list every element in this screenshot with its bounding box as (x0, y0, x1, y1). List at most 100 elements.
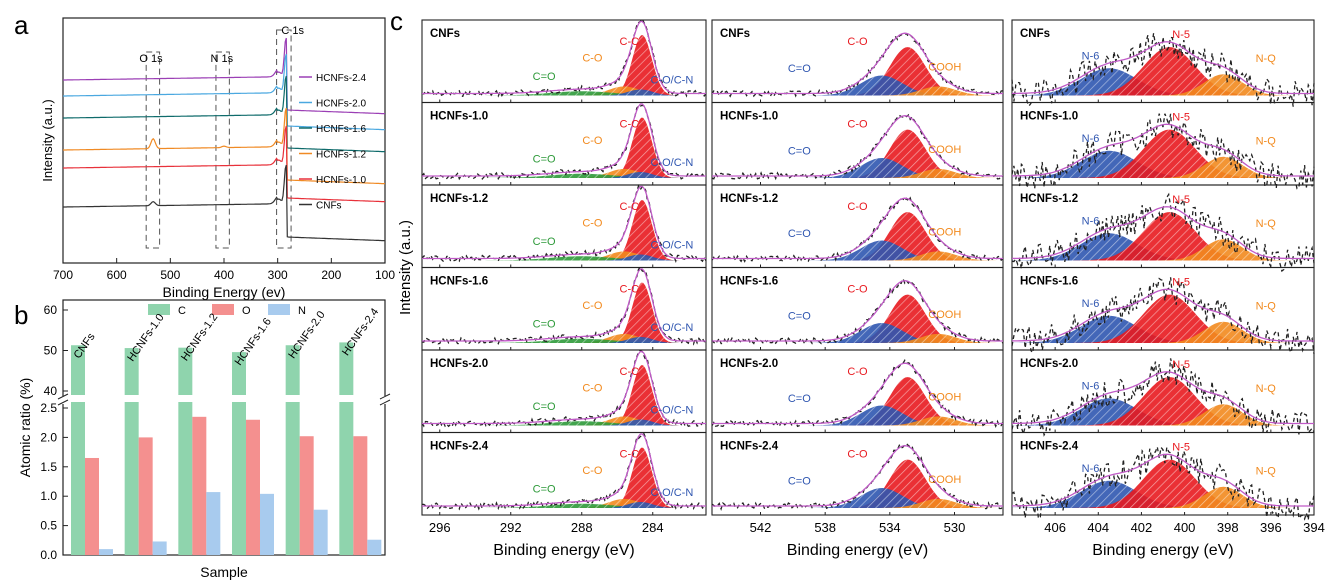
panel-letter-a: a (14, 10, 29, 40)
component-label: C-O (582, 135, 603, 147)
raw-data-line (1011, 358, 1315, 437)
series-line-2 (63, 75, 385, 153)
bar-C (124, 348, 139, 395)
envelope-line (1012, 288, 1314, 342)
envelope-line (422, 103, 706, 177)
peak-box (215, 51, 230, 249)
peak-label: O 1s (139, 53, 163, 65)
sample-label: HCNFs-2.4 (720, 441, 779, 453)
bar-O (299, 436, 314, 555)
subplot-frame (711, 431, 1004, 516)
component-hatch (1012, 212, 1314, 261)
subplot-2-3: HCNFs-1.6 N-6 N-5 N-Q (1011, 266, 1315, 355)
component-label: C-C (620, 118, 640, 130)
category-label: HCNFs-2.0 (286, 309, 327, 361)
legend-label: O (242, 305, 251, 317)
category-label: HCNFs-1.6 (233, 316, 274, 368)
bar-O (138, 437, 153, 555)
envelope-line (712, 115, 1003, 177)
bar-O (85, 457, 99, 555)
x-tick-label: 530 (944, 520, 966, 535)
component-label: N-6 (1082, 51, 1100, 63)
legend-label: HCNFs-1.6 (316, 124, 366, 135)
component-label: N-Q (1256, 136, 1277, 148)
bar-C-lower (339, 402, 354, 555)
component-label: N-5 (1172, 112, 1190, 124)
component-hatch (422, 172, 706, 178)
x-tick-label: 402 (1131, 520, 1153, 535)
component-hatch (712, 416, 1003, 426)
component-hatch (1012, 129, 1314, 178)
peak-label: C 1s (281, 25, 304, 37)
category-label: HCNFs-1.2 (179, 311, 220, 363)
peak-box (145, 51, 161, 249)
x-tick-label: 284 (642, 520, 664, 535)
legend-label: HCNFs-2.4 (316, 73, 366, 84)
component-label: N-6 (1082, 298, 1100, 310)
component-label: C-O (582, 52, 603, 64)
y-tick-label: 0.5 (40, 519, 57, 533)
envelope-line (712, 197, 1003, 260)
x-tick-label: 538 (814, 520, 836, 535)
component-label: C=O (533, 319, 556, 331)
component-label: C-O (582, 300, 603, 312)
component-hatch (1012, 321, 1314, 343)
component-label: N-6 (1082, 463, 1100, 475)
component-hatch (1012, 233, 1314, 261)
category-label: HCNFs-1.0 (125, 312, 166, 364)
component-label: N-6 (1082, 133, 1100, 145)
component-label: COOH (928, 391, 961, 403)
subplot-2-2: HCNFs-1.2 N-6 N-5 N-Q (1011, 184, 1315, 273)
component-label: N-6 (1082, 381, 1100, 393)
component-hatch (712, 488, 1003, 508)
envelope-line (712, 280, 1003, 342)
panel-letter-b: b (14, 300, 28, 330)
component-hatch (422, 254, 706, 261)
raw-data-line (1011, 444, 1315, 521)
panel-a-survey-chart: 700 600 500 400 300 200 100 Binding Energy (ev)… (40, 17, 395, 300)
subplot-0-0: CNFs C-C C-O C=O C-O/C-N (421, 17, 707, 104)
subplot-1-1: HCNFs-1.0 C-O C=O COOH (711, 101, 1004, 186)
sample-label: HCNFs-1.0 (720, 111, 778, 123)
component-label: N-Q (1256, 53, 1277, 65)
component-hatch (712, 240, 1003, 261)
envelope-line (422, 20, 706, 95)
x-tick-label: 398 (1217, 520, 1239, 535)
component-label: C=O (533, 154, 556, 166)
component-hatch (712, 405, 1003, 426)
component-hatch (422, 502, 706, 508)
bar-C (71, 345, 85, 395)
axis-break-gap (59, 396, 67, 404)
component-hatch (712, 377, 1003, 426)
y-tick-label: 2.5 (40, 401, 57, 415)
subplot-1-4: HCNFs-2.0 C-O C=O COOH (711, 349, 1004, 434)
series-line-0 (63, 37, 385, 115)
component-hatch (712, 294, 1003, 343)
subplot-0-4: HCNFs-2.0 C-C C-O C=O C-O/C-N (421, 349, 707, 434)
raw-data-line (421, 349, 707, 428)
component-hatch (712, 129, 1003, 178)
component-hatch (422, 200, 706, 261)
envelope-line (1012, 123, 1314, 177)
x-tick-label: 406 (1044, 520, 1066, 535)
component-label: N-5 (1172, 194, 1190, 206)
sample-label: CNFs (720, 28, 750, 40)
component-label: N-5 (1172, 442, 1190, 454)
subplot-2-4: HCNFs-2.0 N-6 N-5 N-Q (1011, 349, 1315, 437)
bar-C (232, 352, 246, 395)
raw-data-line (711, 442, 1004, 512)
subplot-0-5: HCNFs-2.4 C-C C-O C=O C-O/C-N (421, 431, 707, 516)
legend-label: CNFs (316, 201, 342, 212)
y-tick-label: 60 (44, 303, 58, 317)
subplot-1-3: HCNFs-1.6 C-O C=O COOH (711, 266, 1004, 351)
x-axis-title: Sample (200, 564, 248, 580)
envelope-line (422, 350, 706, 425)
bar-C-lower (285, 402, 300, 555)
component-hatch (422, 365, 706, 426)
component-label: C=O (533, 401, 556, 413)
raw-data-line (421, 184, 707, 264)
bar-C (285, 345, 300, 395)
axis-break-gap (381, 396, 389, 404)
sample-label: CNFs (430, 28, 460, 40)
